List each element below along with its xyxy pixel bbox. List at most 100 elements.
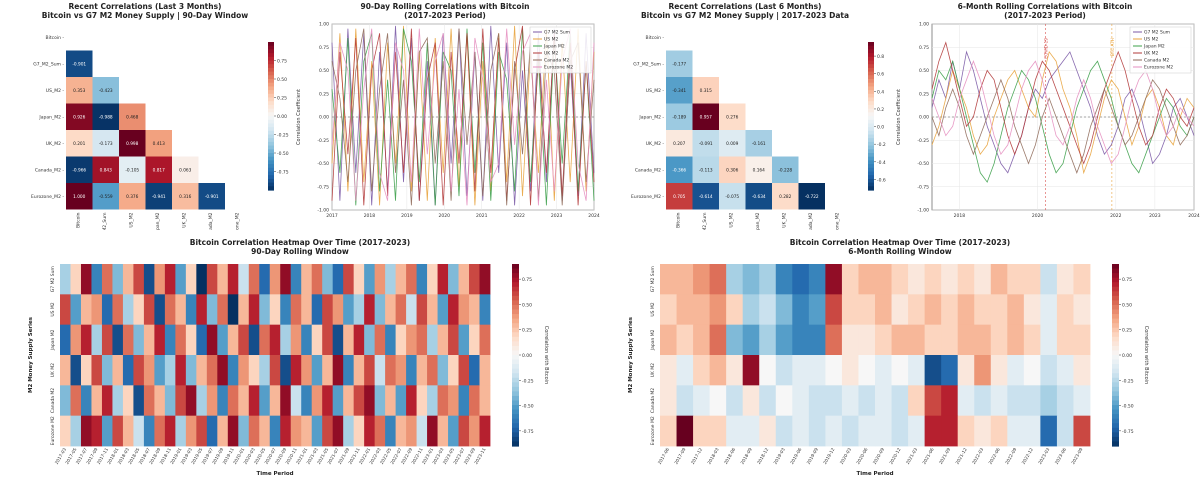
hm90d-cell <box>469 385 480 417</box>
tri6m-colorbar-segment <box>868 75 874 80</box>
hm90d-cell <box>196 385 208 417</box>
tri3m-cell <box>145 183 172 210</box>
hm90d-cell <box>311 415 323 447</box>
hm6m-cell <box>825 264 843 295</box>
hm6m-col-label: 2019-03 <box>773 447 787 466</box>
hm6m-col-label: 2022-03 <box>971 447 985 466</box>
hm90d-cell <box>227 324 239 356</box>
hm90d-cell <box>185 355 197 386</box>
hm90d-cell <box>133 264 145 295</box>
hm6m-col-label: 2019-12 <box>822 447 836 466</box>
hm6m-cell <box>974 294 992 326</box>
hm90d-cell <box>280 324 292 356</box>
hm90d-cell <box>469 264 480 295</box>
tri6m-row-label: US_M2 - <box>646 88 665 94</box>
tri6m-cell <box>666 77 693 104</box>
hm90d-cell <box>437 264 449 295</box>
hm90d-colorbar-tick-label: -0.50 <box>522 404 534 410</box>
tri6m-cell <box>745 156 772 183</box>
tri3m-col-label: Bitcoin <box>75 212 81 228</box>
hm6m-cell <box>841 324 859 356</box>
tri3m-colorbar-segment <box>268 123 274 128</box>
hm90d-cell <box>458 415 470 447</box>
tri6m-row-label: Japan_M2 - <box>638 114 664 120</box>
hm90d-colorbar-segment <box>512 309 519 315</box>
hm6m-col-label: 2020-06 <box>855 447 869 466</box>
hm90d-cell <box>406 294 417 326</box>
tri6m-cell-value: -0.634 <box>752 194 766 200</box>
line6m-series-line <box>931 50 1195 175</box>
tri6m-cell-value: -0.722 <box>805 194 819 200</box>
line6m-y-tick-label: -0.25 <box>917 138 929 144</box>
tri6m-cell-value: 0.957 <box>700 114 713 120</box>
recent-3m-panel: Recent Correlations (Last 3 Months) Bitc… <box>0 0 290 230</box>
hm6m-cell <box>957 355 975 386</box>
hm6m-colorbar-segment <box>1112 441 1119 447</box>
tri3m-cell-value: -0.966 <box>72 167 86 173</box>
hm90d-cell <box>343 324 355 356</box>
hm6m-colorbar-segment <box>1112 432 1119 438</box>
hm6m-cell <box>841 355 859 386</box>
rolling-6m-chart: 1.00 0.75 0.50 0.25 0.00 -0.25 -0.50 -0.75 -1.00… <box>896 22 1200 219</box>
hm90d-cell <box>112 385 124 417</box>
tri6m-row-label: G7_M2_Sum - <box>633 61 664 67</box>
hm90d-colorbar-segment <box>512 268 519 274</box>
hm90d-cell <box>175 324 187 356</box>
hm90d-cell <box>248 264 260 295</box>
hm90d-cell <box>290 355 302 386</box>
hm6m-cell <box>660 415 677 447</box>
hm90d-cell <box>175 355 187 386</box>
hm90d-cell <box>311 264 323 295</box>
heatmap-90d-panel: Bitcoin Correlation Heatmap Over Time (2… <box>0 236 600 480</box>
line90d-y-axis-label: Correlation Coefficient <box>296 89 302 145</box>
rolling-6m-title: 6-Month Rolling Correlations with Bitcoi… <box>957 2 1133 20</box>
hm6m-cell <box>1056 264 1074 295</box>
tri6m-cell-value: 0.282 <box>779 194 792 200</box>
hm6m-cell <box>891 415 909 447</box>
hm6m-colorbar-segment <box>1112 423 1119 429</box>
hm6m-cell <box>676 355 694 386</box>
hm6m-colorbar-tick-label: 0.75 <box>1122 277 1132 283</box>
tri6m-cell <box>798 183 825 210</box>
hm6m-col-label: 2018-06 <box>723 447 737 466</box>
hm6m-row-label: UK M2 <box>650 363 656 378</box>
line6m-x-tick-label: 2024 <box>1188 213 1200 219</box>
hm90d-cell <box>217 385 229 417</box>
hm90d-cell <box>364 324 376 356</box>
hm6m-cell <box>660 355 677 386</box>
hm90d-colorbar-segment <box>512 395 519 402</box>
hm90d-cell <box>437 355 449 386</box>
hm6m-cell <box>1007 324 1025 356</box>
hm90d-cell <box>343 355 355 386</box>
tri6m-colorbar-segment <box>868 82 874 87</box>
hm6m-colorbar-tick-label: -0.75 <box>1122 429 1134 435</box>
tri6m-colorbar-segment <box>868 104 874 110</box>
hm6m-cell <box>1073 324 1091 356</box>
hm6m-cell <box>709 324 727 356</box>
tri3m-cell-value: 0.063 <box>179 167 192 173</box>
hm90d-cell <box>259 355 271 386</box>
tri3m-colorbar-segment <box>268 145 274 150</box>
hm90d-cell <box>301 264 313 295</box>
tri3m-cell <box>92 130 119 157</box>
line6m-legend-label: UK M2 <box>1144 51 1159 57</box>
hm90d-cell <box>60 415 71 447</box>
hm90d-cell <box>185 385 197 417</box>
line90d-x-tick-label: 2024 <box>588 213 600 219</box>
hm6m-colorbar-segment <box>1112 291 1119 297</box>
hm6m-cell <box>990 355 1008 386</box>
hm90d-cell <box>122 415 134 447</box>
hm6m-cell <box>775 264 793 295</box>
hm90d-cell <box>91 264 103 295</box>
tri6m-colorbar-segment <box>868 175 874 180</box>
tri3m-colorbar-segment <box>268 178 274 184</box>
hm6m-cell <box>676 324 694 356</box>
tri6m-cell-value: -0.341 <box>672 88 686 94</box>
hm90d-cell <box>353 355 365 386</box>
tri3m-colorbar-segment <box>268 175 274 180</box>
line6m-y-tick-label: 1.00 <box>919 22 929 28</box>
tri6m-cell-value: -0.113 <box>699 167 713 173</box>
tri3m-col-label: G7_M2_Sum <box>102 213 108 231</box>
hm6m-cell <box>858 415 876 447</box>
hm6m-cell <box>742 355 760 386</box>
